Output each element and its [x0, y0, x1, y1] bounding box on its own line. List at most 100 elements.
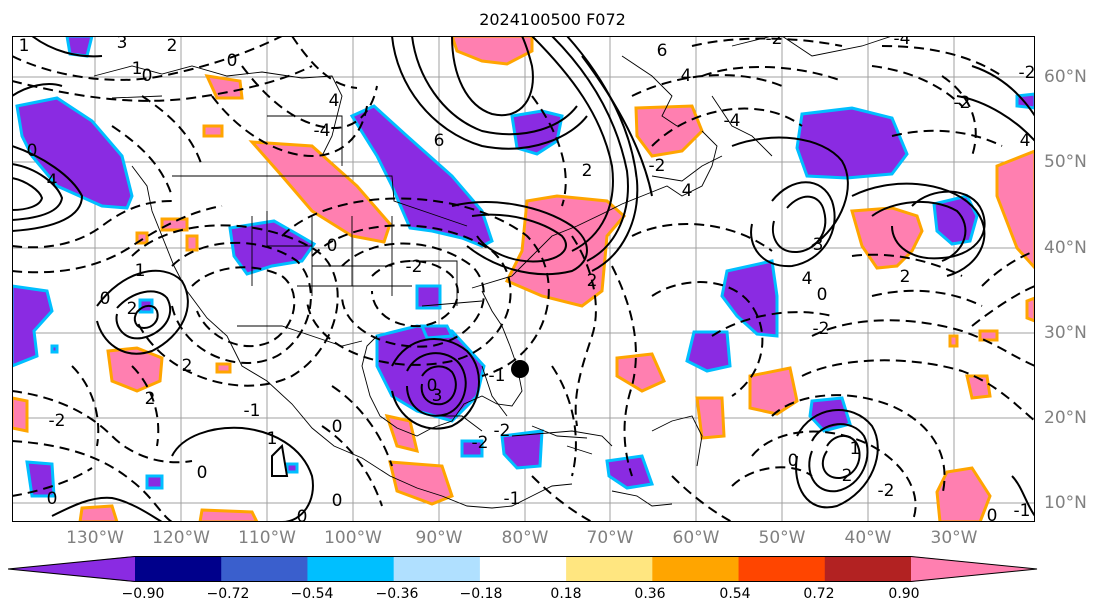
contour-label: 0	[27, 141, 38, 161]
colorbar-segment	[221, 556, 308, 582]
colorbar-segment	[566, 556, 653, 582]
colorbar-tick: −0.72	[206, 586, 250, 602]
contour-label: 1	[135, 261, 146, 281]
colorbar-tick: 0.36	[634, 586, 666, 602]
contour-label: -1	[489, 366, 506, 386]
colorbar-segment	[824, 556, 912, 582]
lon-label: 40°W	[844, 528, 892, 548]
contour-label: 1	[19, 36, 30, 56]
contour-label: 0	[987, 506, 998, 522]
contour-label: -2	[1019, 63, 1035, 83]
colorbar-tick: −0.36	[375, 586, 419, 602]
negative-shading	[12, 36, 1035, 498]
contour-label: -2	[766, 36, 783, 49]
contour-label: 1	[850, 439, 861, 459]
contour-label: 2	[182, 356, 193, 376]
lat-label: 30°N	[1044, 323, 1087, 343]
colorbar-tick: −0.54	[290, 586, 334, 602]
contour-label: 0	[788, 451, 799, 471]
contour-label: 1	[132, 59, 143, 79]
contour-label: 2	[900, 267, 911, 287]
contour-label: 4	[682, 181, 693, 201]
contour-label: 4	[329, 91, 340, 111]
lon-label: 60°W	[672, 528, 720, 548]
contour-label: 3	[432, 386, 443, 406]
contour-label: 4	[681, 66, 692, 86]
contour-label: 0	[197, 463, 208, 483]
storm-center-marker	[511, 360, 529, 378]
contour-label: 3	[117, 36, 128, 53]
colorbar-segment	[393, 556, 481, 582]
lon-label: 90°W	[415, 528, 463, 548]
contour-label-layer: 1 3 2 1 0 0 -4 4 6 4 6 2 4 0 4 1 2 0 2 2…	[19, 36, 1035, 522]
lon-label: 130°W	[66, 528, 124, 548]
contour-label: -2	[878, 481, 895, 501]
colorbar-tick: 0.54	[719, 586, 751, 602]
contour-label: 0	[227, 51, 238, 71]
contour-label: 1	[267, 429, 278, 449]
colorbar-segment	[307, 556, 395, 582]
colorbar-segment	[652, 556, 740, 582]
contour-label: 0	[332, 417, 343, 437]
contour-label: 0	[327, 236, 338, 256]
contour-label: -1	[504, 489, 521, 509]
contour-label: -2	[406, 257, 423, 277]
contour-label: 0	[142, 66, 153, 86]
contour-label: 6	[657, 41, 668, 61]
contour-label: 0	[297, 507, 308, 522]
lon-label: 80°W	[501, 528, 549, 548]
lon-label: 70°W	[586, 528, 634, 548]
contour-label: -2	[649, 156, 666, 176]
positive-shading	[12, 36, 1035, 522]
contour-label: 6	[434, 131, 445, 151]
contour-label: -2	[813, 319, 830, 339]
contour-label: 4	[1020, 131, 1031, 151]
contour-label: -4	[724, 111, 741, 131]
contour-label: -1	[244, 401, 261, 421]
lat-label: 40°N	[1044, 238, 1087, 258]
colorbar-segment	[738, 556, 826, 582]
contour-label: -4	[314, 121, 331, 141]
contour-label: 0	[817, 285, 828, 305]
contour-label: 2	[145, 389, 156, 409]
contour-label: 0	[47, 489, 58, 509]
map-plot: 1 3 2 1 0 0 -4 4 6 4 6 2 4 0 4 1 2 0 2 2…	[12, 36, 1035, 522]
contour-label: 3	[813, 235, 824, 255]
contour-label: 0	[427, 376, 438, 396]
contour-label: 2	[127, 299, 138, 319]
colorbar-extend-high	[911, 556, 1038, 582]
colorbar-tick: −0.18	[459, 586, 503, 602]
colorbar	[8, 556, 1038, 582]
contour-label: -4	[894, 36, 911, 49]
lat-label: 10°N	[1044, 493, 1087, 513]
contour-label: 0	[332, 491, 343, 511]
contour-label: 2	[167, 36, 178, 56]
lat-label: 20°N	[1044, 408, 1087, 428]
colorbar-tick: 0.90	[888, 586, 920, 602]
lon-label: 50°W	[758, 528, 806, 548]
colorbar-tick: 0.18	[550, 586, 582, 602]
contour-label: -1	[1014, 501, 1031, 521]
map-title: 2024100500 F072	[479, 10, 626, 29]
contour-label: 0	[100, 289, 111, 309]
contour-label: 2	[582, 161, 593, 181]
colorbar-tick: −0.90	[121, 586, 165, 602]
lon-label: 120°W	[152, 528, 210, 548]
colorbar-segment	[479, 556, 567, 582]
lat-label: 60°N	[1044, 67, 1087, 87]
lon-label: 110°W	[238, 528, 296, 548]
contour-label: -2	[472, 433, 489, 453]
contour-label: 2	[587, 271, 598, 291]
contour-label: -2	[494, 421, 511, 441]
contour-label: 4	[802, 269, 813, 289]
colorbar-segment	[135, 556, 222, 582]
dashed-contours	[12, 36, 1035, 522]
contour-label: 2	[842, 466, 853, 486]
lat-label: 50°N	[1044, 152, 1087, 172]
contour-label: 4	[47, 171, 58, 191]
colorbar-tick: 0.72	[803, 586, 835, 602]
solid-contours	[12, 36, 1035, 522]
contour-label: -2	[954, 93, 971, 113]
lon-label: 100°W	[324, 528, 382, 548]
contour-label: -2	[49, 411, 66, 431]
